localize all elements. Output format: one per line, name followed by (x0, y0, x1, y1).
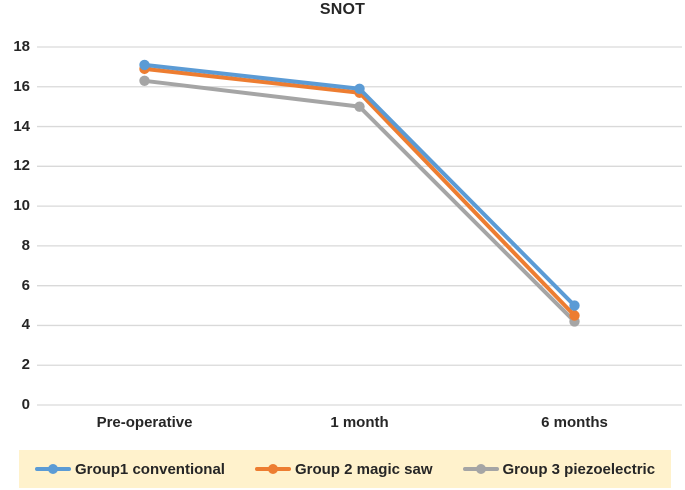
y-tick-label-0: 0 (21, 396, 30, 413)
y-tick-label-4: 4 (21, 316, 30, 334)
data-point-group-3-piezoelectric-pre-operative (139, 75, 150, 87)
data-point-group-2-magic-saw-6-months (569, 310, 580, 321)
y-tick-label-2: 2 (21, 356, 30, 374)
legend-label: Group 3 piezoelectric (502, 460, 656, 478)
legend-item-group-2-magic-saw: Group 2 magic saw (254, 460, 433, 478)
y-tick-label-8: 8 (21, 236, 30, 254)
data-point-group1-conventional-6-months (569, 300, 580, 311)
series-line-group1-conventional (142, 62, 577, 308)
legend-label: Group 2 magic saw (294, 460, 433, 478)
legend-line-dot-icon (34, 464, 71, 474)
y-tick-label-18: 18 (13, 38, 30, 55)
legend-item-group-3-piezoelectric: Group 3 piezoelectric (462, 460, 656, 478)
data-point-group-3-piezoelectric-1-month (354, 101, 365, 112)
y-tick-label-6: 6 (21, 276, 30, 294)
y-tick-label-12: 12 (13, 157, 30, 175)
legend-line-dot-icon (254, 464, 291, 474)
x-tick-label-6-months: 6 months (541, 414, 608, 431)
legend: Group1 conventional Group 2 magic saw Grou… (19, 450, 671, 488)
data-point-group1-conventional-1-month (354, 83, 365, 94)
chart-title: SNOT (319, 1, 366, 18)
y-tick-label-10: 10 (13, 197, 30, 215)
y-tick-label-16: 16 (13, 77, 30, 95)
data-point-group1-conventional-pre-operative (139, 59, 150, 71)
x-tick-label-1-month: 1 month (330, 414, 389, 431)
plot-area (37, 46, 682, 406)
legend-line-dot-icon (462, 464, 499, 474)
y-tick-label-14: 14 (13, 117, 30, 135)
x-tick-label-pre-operative: Pre-operative (96, 414, 193, 431)
legend-item-group1-conventional: Group1 conventional (34, 460, 225, 478)
legend-label: Group1 conventional (74, 460, 225, 478)
